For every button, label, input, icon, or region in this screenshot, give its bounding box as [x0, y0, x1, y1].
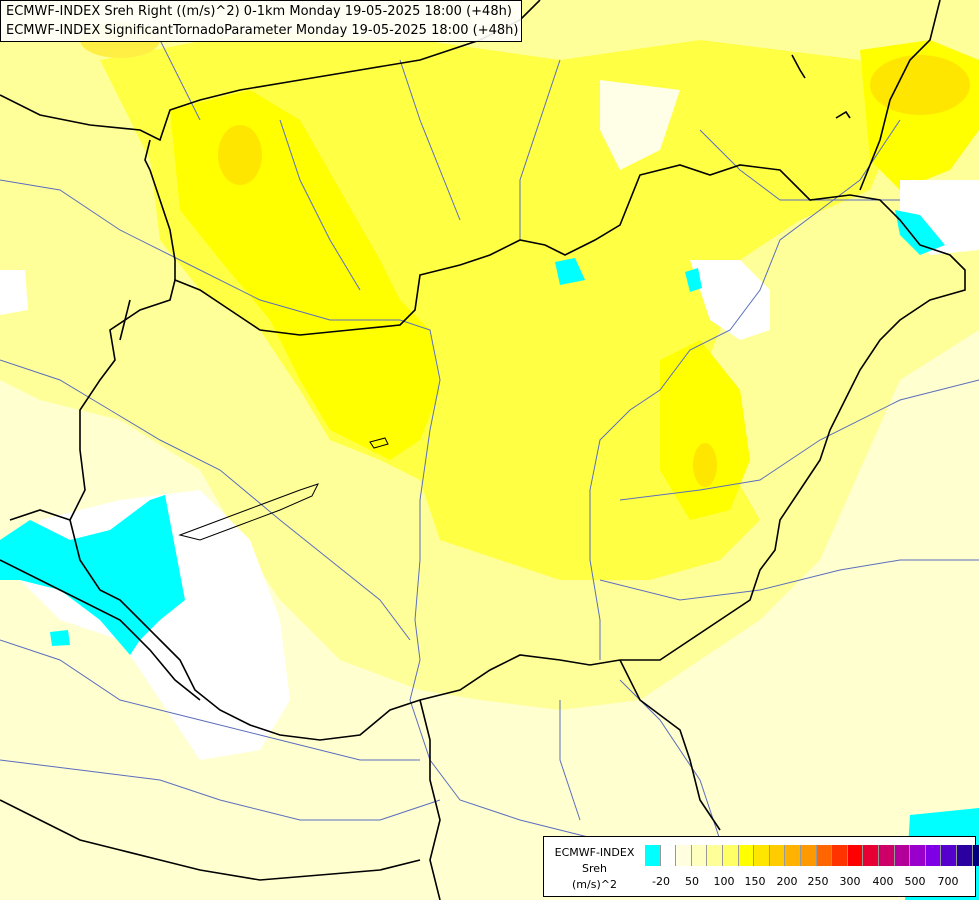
sreh-band-yellow-strong — [660, 340, 750, 520]
river — [279, 119, 361, 291]
legend-swatch — [676, 845, 692, 866]
border — [149, 169, 176, 280]
legend-swatch — [847, 845, 864, 866]
sreh-band-negative — [895, 210, 945, 255]
legend-swatch — [691, 845, 708, 866]
legend-swatch — [972, 845, 979, 866]
sreh-band-white — [690, 260, 770, 340]
legend-swatch — [832, 845, 848, 866]
legend-swatch — [910, 845, 926, 866]
border — [859, 0, 941, 191]
river — [0, 359, 411, 641]
legend-swatch — [925, 845, 942, 866]
legend-swatch — [769, 845, 786, 866]
legend-swatch — [894, 845, 911, 866]
legend-title-line3: (m/s)^2 — [572, 878, 617, 891]
sreh-band-gold — [693, 443, 717, 487]
border — [144, 139, 151, 171]
legend-tick-label: 100 — [713, 875, 735, 888]
legend-tick-label: 400 — [872, 875, 894, 888]
legend-swatch — [801, 845, 817, 866]
sreh-band-white — [600, 80, 680, 170]
border-south — [619, 659, 721, 831]
legend-swatch — [816, 845, 833, 866]
sreh-band-gold — [870, 55, 970, 115]
river — [559, 700, 581, 821]
border-slovakia-north — [0, 0, 541, 142]
river — [599, 559, 979, 601]
sreh-band-negative — [555, 258, 585, 285]
river — [0, 639, 420, 761]
sreh-band-gold — [218, 125, 262, 185]
river — [519, 59, 561, 240]
border — [791, 54, 806, 79]
river-tisza — [589, 119, 901, 660]
border — [119, 299, 131, 341]
legend-swatch — [941, 845, 957, 866]
legend-tick-label: 300 — [839, 875, 861, 888]
lake — [369, 437, 389, 449]
legend-swatch — [785, 845, 801, 866]
legend-title-line1: ECMWF-INDEX — [554, 846, 635, 859]
sreh-band-negative — [0, 495, 185, 655]
legend-title-line2: Sreh — [581, 862, 607, 875]
legend-swatch — [738, 845, 755, 866]
river — [619, 379, 979, 501]
legend-swatch — [863, 845, 879, 866]
border-south — [9, 509, 71, 521]
river — [0, 759, 441, 821]
lake-balaton — [178, 483, 319, 541]
map-title-line1: ECMWF-INDEX Sreh Right ((m/s)^2) 0-1km M… — [6, 4, 512, 19]
legend-swatch — [879, 845, 895, 866]
legend-swatch — [957, 845, 973, 866]
sreh-band-negative — [50, 630, 70, 646]
border — [0, 799, 421, 881]
border-hungary — [69, 164, 966, 741]
sreh-band-white — [0, 270, 28, 315]
legend-swatch — [723, 845, 739, 866]
border-croatia — [0, 559, 201, 701]
legend-tick-label: 250 — [807, 875, 829, 888]
river — [159, 39, 201, 121]
color-legend: ECMWF-INDEX Sreh (m/s)^2 -20 50 100 150 200 2… — [543, 836, 979, 897]
legend-tick-label: 200 — [776, 875, 798, 888]
legend-tick-label: -20 — [652, 875, 670, 888]
map-title-line2: ECMWF-INDEX SignificantTornadoParameter … — [6, 23, 519, 38]
legend-tick-label: 500 — [904, 875, 926, 888]
legend-swatch — [754, 845, 770, 866]
legend-tick-label: 700 — [937, 875, 959, 888]
legend-swatch — [660, 845, 677, 866]
border-south — [419, 699, 441, 900]
border — [835, 110, 851, 119]
legend-tick-label: 50 — [685, 875, 699, 888]
legend-tick-label: 150 — [744, 875, 766, 888]
legend-swatch — [645, 845, 661, 866]
legend-swatch — [707, 845, 723, 866]
river — [399, 59, 461, 221]
river — [699, 129, 900, 201]
map-title-box: ECMWF-INDEX Sreh Right ((m/s)^2) 0-1km M… — [0, 0, 522, 42]
sreh-band-negative — [685, 268, 702, 292]
